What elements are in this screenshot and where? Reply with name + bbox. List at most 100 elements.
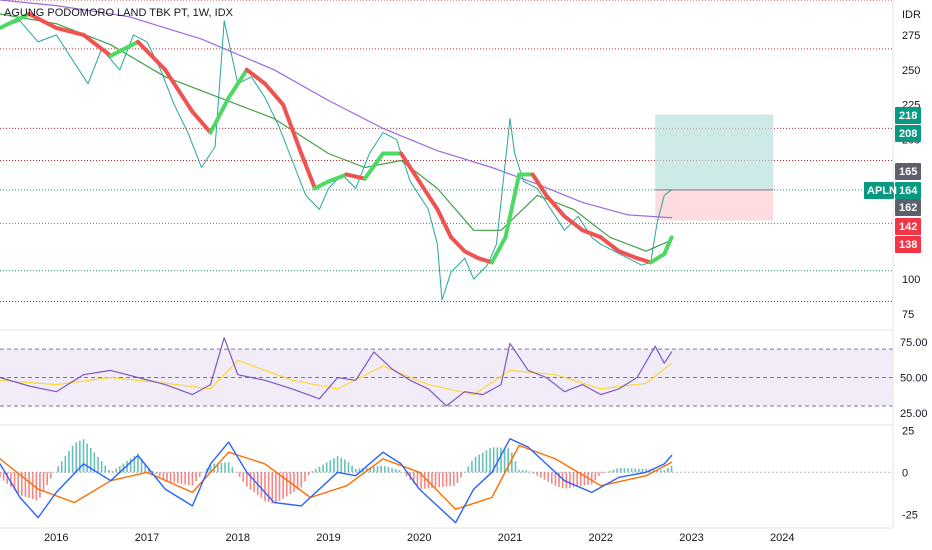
price-badge-label: 165 (899, 166, 917, 178)
macd-histogram-bar (57, 466, 59, 473)
macd-histogram-bar (307, 472, 310, 476)
macd-histogram-bar (246, 472, 248, 487)
macd-histogram-bar (217, 463, 219, 473)
macd-histogram-bar (162, 472, 165, 480)
macd-histogram-bar (420, 472, 422, 489)
macd-histogram-bar (158, 472, 161, 477)
time-tick-label: 2019 (316, 532, 340, 544)
macd-histogram-bar (536, 472, 539, 476)
ma-fast-segment (462, 249, 481, 261)
macd-histogram-bar (267, 472, 270, 503)
macd-histogram-bar (547, 472, 549, 482)
macd-histogram-bar (333, 458, 335, 473)
ma-fast-segment (54, 25, 86, 37)
time-tick-label: 2022 (589, 532, 613, 544)
macd-histogram-bar (630, 468, 633, 473)
price-badge (895, 199, 921, 216)
ma-fast-segment (226, 67, 249, 100)
macd-histogram-bar (271, 472, 274, 504)
macd-histogram-bar (148, 468, 150, 473)
macd-histogram-bar (89, 448, 92, 473)
macd-pane[interactable] (0, 438, 893, 524)
macd-histogram-bar (514, 461, 517, 473)
macd-histogram-bar (525, 470, 528, 473)
ma-fast-segment (208, 95, 231, 135)
macd-histogram-bar (540, 472, 542, 478)
time-tick-label: 2017 (135, 532, 159, 544)
time-tick-label: 2018 (226, 532, 250, 544)
macd-histogram-bar (656, 469, 658, 473)
macd-histogram-bar (224, 462, 226, 473)
macd-histogram-bar (24, 472, 27, 497)
macd-histogram-bar (137, 453, 139, 473)
macd-histogram-bar (645, 468, 647, 473)
macd-histogram-bar (460, 472, 462, 478)
rsi-pane[interactable] (0, 337, 893, 407)
macd-histogram-bar (590, 472, 593, 485)
price-badge (895, 236, 921, 253)
macd-histogram-bar (376, 466, 379, 473)
time-tick-label: 2023 (679, 532, 703, 544)
macd-histogram-bar (100, 461, 103, 473)
macd-histogram-bar (500, 447, 502, 473)
macd-histogram-bar (659, 469, 662, 473)
stop-zone (655, 189, 774, 221)
price-pane[interactable] (0, 0, 893, 302)
macd-histogram-bar (304, 472, 306, 482)
ma-fast-segment (648, 252, 667, 265)
macd-histogram-bar (86, 443, 88, 473)
macd-histogram-bar (431, 472, 433, 488)
macd-histogram-bar (108, 470, 110, 473)
macd-histogram-bar (634, 468, 637, 473)
price-badge (895, 107, 921, 124)
macd-line (0, 438, 673, 524)
macd-histogram-bar (496, 447, 499, 473)
macd-histogram-bar (569, 472, 571, 488)
price-tick-label: 75 (902, 309, 914, 321)
macd-histogram-bar (97, 456, 99, 473)
symbol-badge-label: APLN (867, 185, 897, 197)
ma-fast-segment (530, 172, 549, 198)
macd-histogram-bar (231, 467, 234, 473)
macd-histogram-bar (144, 464, 147, 473)
macd-histogram-bar (75, 442, 78, 473)
macd-histogram-bar (511, 452, 513, 473)
macd-histogram-bar (474, 456, 477, 473)
ma-fast-segment (163, 67, 195, 114)
time-tick-label: 2016 (44, 532, 68, 544)
macd-histogram-bar (518, 469, 520, 473)
macd-histogram-bar (278, 472, 281, 501)
rsi-line (0, 337, 673, 407)
macd-histogram-bar (416, 472, 419, 488)
ma-fast-segment (476, 256, 494, 265)
ma-fast-segment (449, 235, 467, 254)
ma-slow-line (0, 0, 673, 219)
ma-fast-segment (108, 39, 140, 58)
time-tick-label: 2024 (770, 532, 794, 544)
macd-histogram-bar (13, 472, 16, 491)
macd-histogram-bar (347, 462, 350, 473)
macd-histogram-bar (609, 470, 611, 473)
macd-histogram-bar (667, 467, 669, 473)
macd-histogram-bar (173, 472, 176, 483)
macd-histogram-bar (253, 472, 255, 493)
macd-tick-label: 25 (902, 425, 914, 437)
chart-title: AGUNG PODOMORO LAND TBK PT, 1W, IDX (4, 7, 234, 19)
macd-tick-label: 0 (902, 467, 908, 479)
macd-histogram-bar (275, 472, 277, 504)
macd-histogram-bar (184, 472, 186, 485)
symbol-badge (864, 182, 894, 199)
macd-histogram-bar (126, 460, 128, 473)
macd-histogram-bar (50, 472, 52, 479)
ma-fast-segment (435, 207, 454, 240)
macd-histogram-bar (118, 466, 121, 473)
ma-fast-segment (489, 235, 508, 265)
macd-histogram-bar (391, 468, 393, 473)
macd-histogram-bar (438, 472, 441, 488)
time-axis[interactable]: 2016 2017 2018 2019 2020 2021 2022 2023 2024 (44, 532, 795, 544)
ma-fast-segment (262, 81, 286, 107)
macd-histogram-bar (576, 472, 578, 487)
macd-histogram-bar (325, 462, 328, 473)
macd-histogram-bar (20, 472, 23, 496)
